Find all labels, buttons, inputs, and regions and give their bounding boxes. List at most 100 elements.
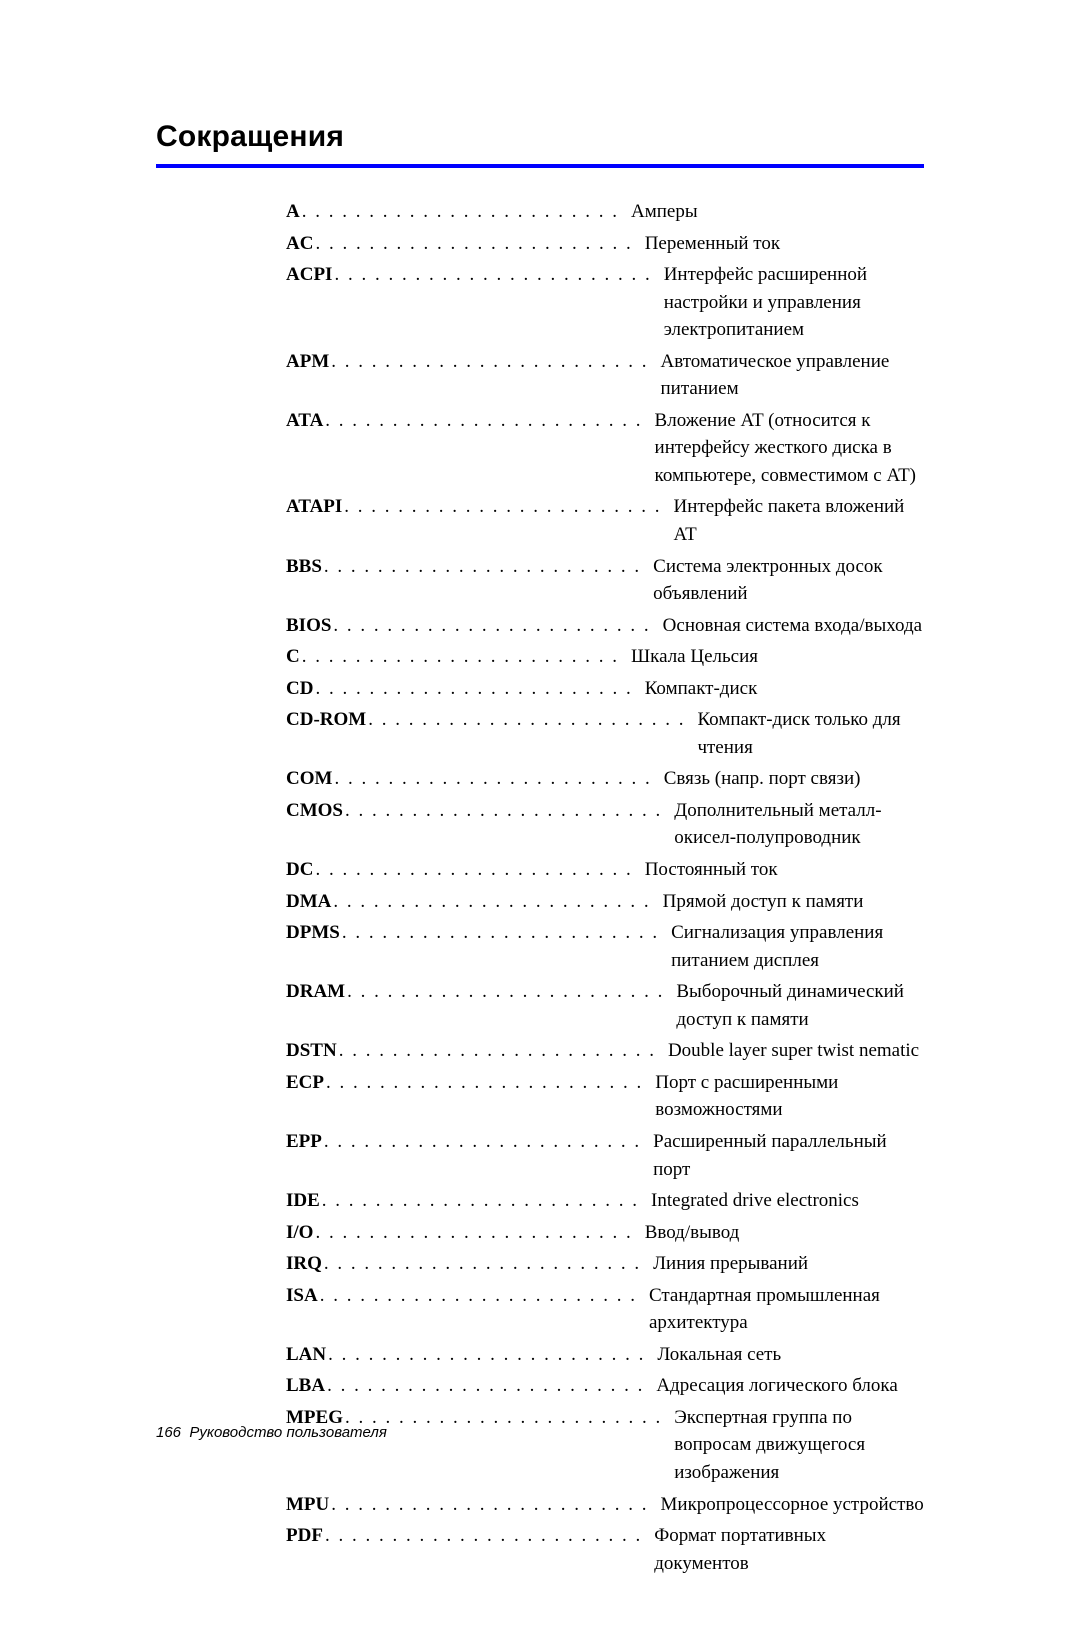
glossary-term-col: LAN. . . . . . . . . . . . . . . . . . .…	[286, 1341, 649, 1369]
leader-dots: . . . . . . . . . . . . . . . . . . . . …	[322, 1250, 645, 1278]
glossary-term-col: PDF. . . . . . . . . . . . . . . . . . .…	[286, 1522, 646, 1550]
glossary-definition: Интерфейс расширенной настройки и управл…	[656, 261, 924, 344]
glossary-entry: CD. . . . . . . . . . . . . . . . . . . …	[286, 675, 924, 703]
page: Сокращения A. . . . . . . . . . . . . . …	[0, 0, 1080, 1641]
glossary-term-col: ISA. . . . . . . . . . . . . . . . . . .…	[286, 1282, 641, 1310]
leader-dots: . . . . . . . . . . . . . . . . . . . . …	[340, 919, 663, 947]
leader-dots: . . . . . . . . . . . . . . . . . . . . …	[324, 1069, 647, 1097]
glossary-definition: Интерфейс пакета вложений AT	[666, 493, 924, 548]
glossary-term: IDE	[286, 1187, 320, 1215]
glossary-term-col: CD-ROM. . . . . . . . . . . . . . . . . …	[286, 706, 689, 734]
glossary-term-col: EPP. . . . . . . . . . . . . . . . . . .…	[286, 1128, 645, 1156]
leader-dots: . . . . . . . . . . . . . . . . . . . . …	[331, 888, 654, 916]
glossary-entry: LAN. . . . . . . . . . . . . . . . . . .…	[286, 1341, 924, 1369]
glossary-term: PDF	[286, 1522, 323, 1550]
glossary-term: ATA	[286, 407, 323, 435]
glossary-entry: CMOS. . . . . . . . . . . . . . . . . . …	[286, 797, 924, 852]
glossary-definition: Связь (напр. порт связи)	[656, 765, 924, 793]
glossary-definition: Компакт-диск	[637, 675, 924, 703]
glossary-term: AC	[286, 230, 313, 258]
glossary-term-col: ECP. . . . . . . . . . . . . . . . . . .…	[286, 1069, 647, 1097]
glossary-entry: AC. . . . . . . . . . . . . . . . . . . …	[286, 230, 924, 258]
leader-dots: . . . . . . . . . . . . . . . . . . . . …	[329, 348, 652, 376]
glossary-term-col: ATAPI. . . . . . . . . . . . . . . . . .…	[286, 493, 666, 521]
glossary-term-col: DC. . . . . . . . . . . . . . . . . . . …	[286, 856, 637, 884]
glossary-entry: ACPI. . . . . . . . . . . . . . . . . . …	[286, 261, 924, 344]
glossary-term: CMOS	[286, 797, 343, 825]
glossary-term: ECP	[286, 1069, 324, 1097]
glossary-definition: Линия прерываний	[645, 1250, 924, 1278]
glossary-entry: COM. . . . . . . . . . . . . . . . . . .…	[286, 765, 924, 793]
glossary-term: DRAM	[286, 978, 345, 1006]
glossary-definition: Выборочный динамический доступ к памяти	[668, 978, 924, 1033]
glossary-entry: PDF. . . . . . . . . . . . . . . . . . .…	[286, 1522, 924, 1577]
glossary-entry: DMA. . . . . . . . . . . . . . . . . . .…	[286, 888, 924, 916]
glossary-entry: APM. . . . . . . . . . . . . . . . . . .…	[286, 348, 924, 403]
glossary-term: A	[286, 198, 300, 226]
glossary-entry: ECP. . . . . . . . . . . . . . . . . . .…	[286, 1069, 924, 1124]
page-number: 166	[156, 1424, 181, 1441]
glossary-term: BBS	[286, 553, 322, 581]
leader-dots: . . . . . . . . . . . . . . . . . . . . …	[323, 1522, 646, 1550]
glossary-entry: CD-ROM. . . . . . . . . . . . . . . . . …	[286, 706, 924, 761]
glossary-list: A. . . . . . . . . . . . . . . . . . . .…	[286, 198, 924, 1577]
glossary-term-col: LBA. . . . . . . . . . . . . . . . . . .…	[286, 1372, 648, 1400]
leader-dots: . . . . . . . . . . . . . . . . . . . . …	[300, 643, 623, 671]
leader-dots: . . . . . . . . . . . . . . . . . . . . …	[313, 230, 636, 258]
glossary-term: EPP	[286, 1128, 322, 1156]
leader-dots: . . . . . . . . . . . . . . . . . . . . …	[323, 407, 646, 435]
glossary-term-col: BBS. . . . . . . . . . . . . . . . . . .…	[286, 553, 645, 581]
glossary-entry: DRAM. . . . . . . . . . . . . . . . . . …	[286, 978, 924, 1033]
page-title: Сокращения	[156, 120, 924, 154]
glossary-definition: Порт с расширенными возможностями	[647, 1069, 924, 1124]
leader-dots: . . . . . . . . . . . . . . . . . . . . …	[343, 1404, 666, 1432]
glossary-entry: MPU. . . . . . . . . . . . . . . . . . .…	[286, 1491, 924, 1519]
glossary-definition: Формат портативных документов	[646, 1522, 924, 1577]
glossary-term-col: IRQ. . . . . . . . . . . . . . . . . . .…	[286, 1250, 645, 1278]
glossary-term-col: I/O. . . . . . . . . . . . . . . . . . .…	[286, 1219, 637, 1247]
glossary-entry: DPMS. . . . . . . . . . . . . . . . . . …	[286, 919, 924, 974]
glossary-entry: MPEG. . . . . . . . . . . . . . . . . . …	[286, 1404, 924, 1487]
glossary-definition: Компакт-диск только для чтения	[689, 706, 924, 761]
glossary-definition: Адресация логического блока	[648, 1372, 924, 1400]
glossary-definition: Ввод/вывод	[637, 1219, 924, 1247]
leader-dots: . . . . . . . . . . . . . . . . . . . . …	[366, 706, 689, 734]
glossary-term-col: A. . . . . . . . . . . . . . . . . . . .…	[286, 198, 623, 226]
glossary-term: ACPI	[286, 261, 332, 289]
glossary-entry: IDE. . . . . . . . . . . . . . . . . . .…	[286, 1187, 924, 1215]
glossary-definition: Double layer super twist nematic	[660, 1037, 924, 1065]
glossary-entry: ISA. . . . . . . . . . . . . . . . . . .…	[286, 1282, 924, 1337]
glossary-term-col: DSTN. . . . . . . . . . . . . . . . . . …	[286, 1037, 660, 1065]
glossary-term-col: ATA. . . . . . . . . . . . . . . . . . .…	[286, 407, 647, 435]
glossary-term: DC	[286, 856, 313, 884]
glossary-term: IRQ	[286, 1250, 322, 1278]
leader-dots: . . . . . . . . . . . . . . . . . . . . …	[337, 1037, 660, 1065]
leader-dots: . . . . . . . . . . . . . . . . . . . . …	[345, 978, 668, 1006]
page-footer: 166 Руководство пользователя	[156, 1424, 387, 1441]
glossary-definition: Экспертная группа по вопросам движущегос…	[666, 1404, 924, 1487]
glossary-definition: Автоматическое управление питанием	[653, 348, 924, 403]
leader-dots: . . . . . . . . . . . . . . . . . . . . …	[313, 675, 636, 703]
glossary-definition: Система электронных досок объявлений	[645, 553, 924, 608]
glossary-definition: Локальная сеть	[649, 1341, 924, 1369]
leader-dots: . . . . . . . . . . . . . . . . . . . . …	[313, 1219, 636, 1247]
glossary-definition: Прямой доступ к памяти	[655, 888, 924, 916]
leader-dots: . . . . . . . . . . . . . . . . . . . . …	[300, 198, 623, 226]
glossary-term: C	[286, 643, 300, 671]
glossary-definition: Дополнительный металл-окисел-полупроводн…	[666, 797, 924, 852]
glossary-term: CD-ROM	[286, 706, 366, 734]
glossary-definition: Переменный ток	[637, 230, 924, 258]
glossary-term: I/O	[286, 1219, 313, 1247]
leader-dots: . . . . . . . . . . . . . . . . . . . . …	[326, 1341, 649, 1369]
glossary-term: COM	[286, 765, 332, 793]
leader-dots: . . . . . . . . . . . . . . . . . . . . …	[342, 493, 665, 521]
glossary-term: DSTN	[286, 1037, 337, 1065]
glossary-entry: EPP. . . . . . . . . . . . . . . . . . .…	[286, 1128, 924, 1183]
glossary-definition: Integrated drive electronics	[643, 1187, 924, 1215]
glossary-entry: I/O. . . . . . . . . . . . . . . . . . .…	[286, 1219, 924, 1247]
glossary-term: DMA	[286, 888, 331, 916]
leader-dots: . . . . . . . . . . . . . . . . . . . . …	[343, 797, 666, 825]
glossary-definition: Микропроцессорное устройство	[653, 1491, 924, 1519]
glossary-entry: A. . . . . . . . . . . . . . . . . . . .…	[286, 198, 924, 226]
leader-dots: . . . . . . . . . . . . . . . . . . . . …	[329, 1491, 652, 1519]
